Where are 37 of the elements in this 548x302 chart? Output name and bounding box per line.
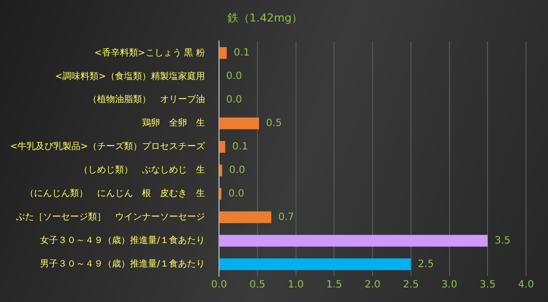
y-tick-label: <牛乳及び乳製品>（チーズ類）プロセスチーズ [10, 141, 206, 152]
data-label: 0.0 [229, 164, 246, 176]
y-tick-label: （にんじん類） にんじん 根 皮むき 生 [25, 188, 206, 200]
data-label: 0.0 [228, 188, 244, 200]
text: 2.0 [364, 280, 380, 291]
bar [220, 234, 488, 247]
data-label: 0.1 [232, 141, 248, 152]
y-tick-label: 男子３０～４９（歳）推進量/１食あたり [40, 258, 206, 270]
y-tick-label: <調味料類>（食塩類）精製塩家庭用 [54, 70, 206, 82]
bar [220, 47, 227, 59]
bar [220, 118, 259, 130]
text: 2.5 [402, 280, 419, 291]
bar [220, 211, 272, 224]
y-tick-label: （植物油脂類） オリーブ油 [88, 94, 206, 106]
bar [220, 258, 411, 270]
data-label: 0.1 [234, 48, 250, 59]
y-tick-label: 鶏卵 全卵 生 [142, 118, 206, 129]
y-tick-label: 女子３０～４９（歳）推進量/１食あたり [40, 235, 206, 246]
text: 3.0 [441, 280, 458, 291]
data-label: 0.7 [278, 212, 294, 223]
y-tick-label: （しめじ類） ぶなしめじ 生 [79, 164, 206, 176]
text: 0.5 [249, 280, 266, 291]
data-label: 3.5 [494, 235, 511, 246]
text: 4.0 [518, 280, 534, 291]
data-label: 0.0 [226, 94, 242, 106]
data-label: 0.0 [226, 71, 242, 82]
data-label: 0.5 [266, 118, 282, 129]
y-tick-label: <香辛料類>こしょう 黒 粉 [94, 47, 206, 58]
chart-title: 鉄（1.42mg） [227, 11, 303, 24]
bar [220, 164, 222, 176]
text: 0.0 [211, 280, 228, 291]
bar [220, 140, 226, 153]
text: 3.5 [480, 280, 496, 291]
data-label: 2.5 [418, 258, 434, 270]
y-tick-label: ぶた［ソーセージ類］ ウインナーソーセージ [16, 212, 206, 223]
text: 1.0 [288, 280, 304, 291]
text: 1.5 [326, 280, 342, 291]
